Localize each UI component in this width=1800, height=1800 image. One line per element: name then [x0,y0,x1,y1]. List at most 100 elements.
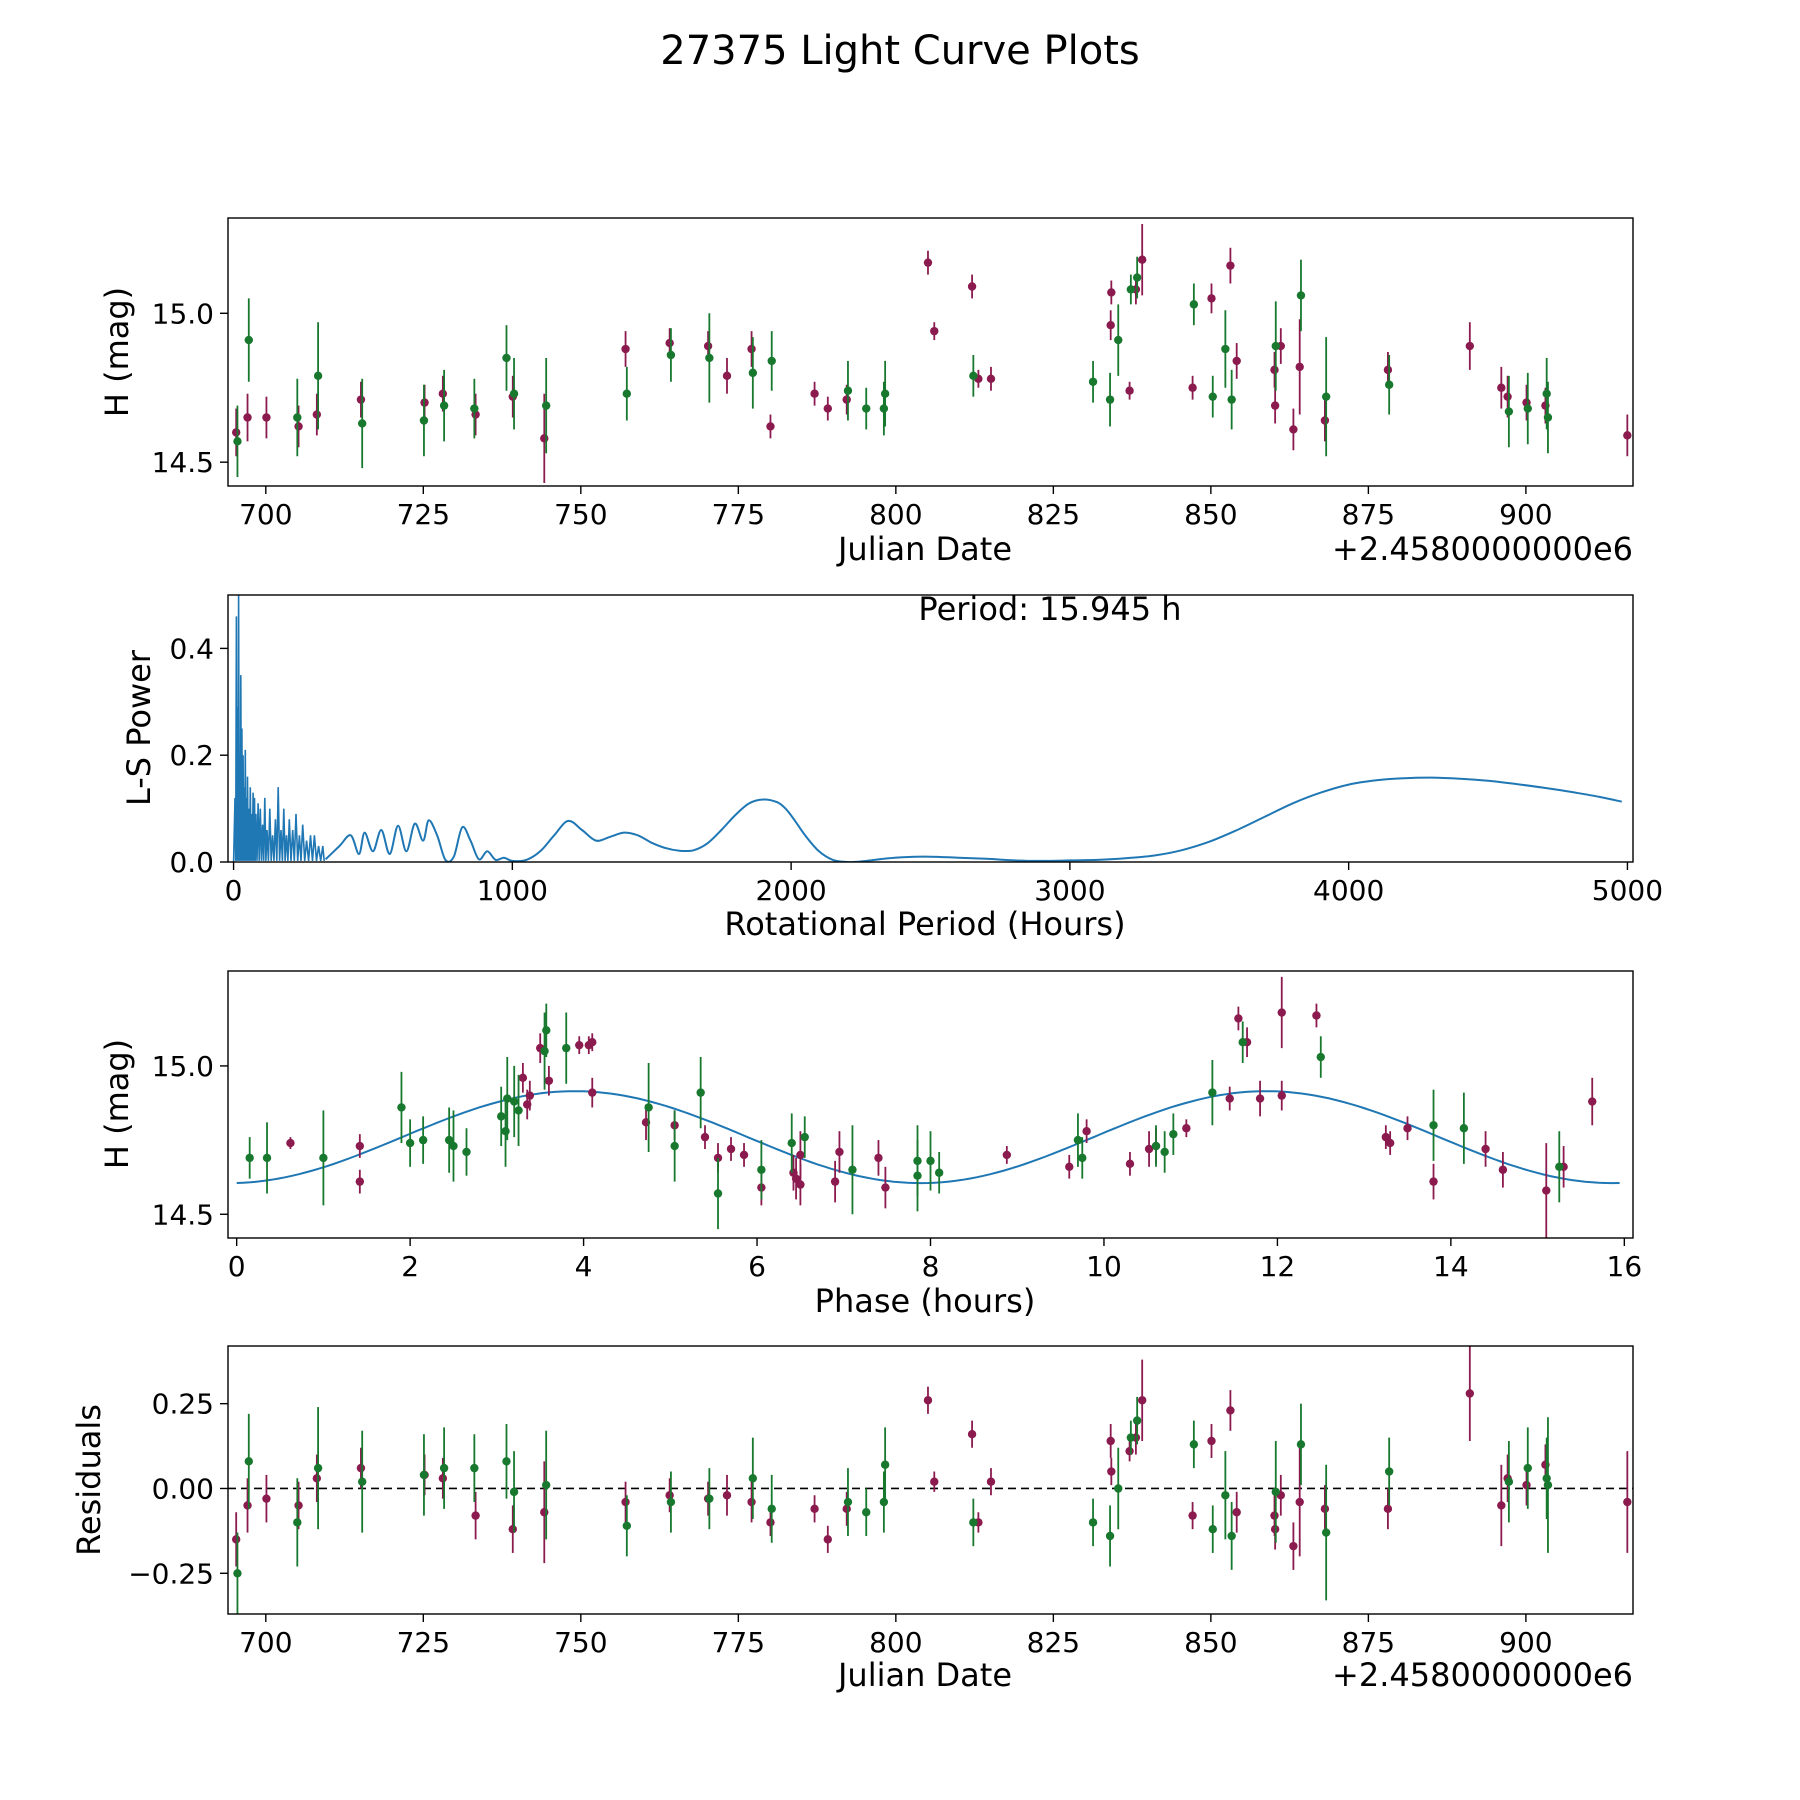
phase-point-green [696,1088,705,1097]
lightcurve-point-green [1384,380,1394,389]
periodogram-xtick-label: 2000 [755,874,826,907]
lightcurve-xlabel: Julian Date [836,530,1012,568]
residuals-xlabel: Julian Date [836,1656,1012,1694]
periodogram-noise-line [232,595,325,862]
residuals-point-green [1296,1440,1306,1449]
phase-ytick-label: 15.0 [152,1050,214,1083]
phase-point-magenta [726,1144,736,1154]
phase-point-magenta [1542,1186,1551,1195]
residuals-point-green [357,1477,367,1486]
residuals-point-green [622,1521,632,1530]
residuals-point-green [1271,1487,1280,1497]
lightcurve-panel: H (mag) Julian Date +2.4580000000e6 700 7… [98,217,1634,568]
lightcurve-point-green [1126,285,1136,294]
residuals-point-green [880,1460,890,1469]
lightcurve-point-magenta [243,413,252,422]
residuals-point-magenta [1188,1511,1197,1520]
phase-point-green [848,1165,857,1174]
phase-xtick-label: 10 [1086,1250,1122,1283]
residuals-point-magenta [1295,1497,1304,1507]
lightcurve-ylabel: H (mag) [98,287,136,417]
lightcurve-xtick-label: 775 [712,498,765,531]
phase-point-green [510,1097,519,1106]
phase-point-magenta [1481,1144,1490,1154]
periodogram-xtick-label: 5000 [1592,874,1663,907]
residuals-point-green [439,1463,449,1473]
lightcurve-point-magenta [930,326,939,336]
lightcurve-point-magenta [665,338,674,348]
lightcurve-point-green [879,404,889,413]
residuals-point-magenta [1289,1541,1298,1551]
phase-point-magenta [1125,1159,1135,1169]
residuals-point-magenta [621,1497,630,1507]
phase-point-green [562,1043,571,1053]
phase-point-magenta [1182,1124,1191,1133]
residuals-point-green [705,1494,714,1503]
lightcurve-xtick-label: 850 [1184,498,1237,531]
phase-point-magenta [881,1183,890,1192]
phase-point-green [1316,1052,1325,1062]
residuals-point-green [767,1504,776,1514]
residuals-point-green [1227,1531,1236,1541]
phase-xlabel: Phase (hours) [815,1282,1036,1320]
lightcurve-point-green [541,401,551,410]
periodogram-panel: L-S Power Rotational Period (Hours) Peri… [120,590,1663,943]
phase-ylabel: H (mag) [98,1039,136,1169]
lightcurve-point-green [880,389,890,398]
residuals-point-green [1114,1484,1123,1493]
phase-point-magenta [286,1138,295,1148]
residuals-point-green [666,1497,676,1507]
phase-point-green [514,1106,523,1115]
phase-xtick-label: 6 [748,1250,766,1283]
phase-point-magenta [1065,1162,1074,1172]
phase-point-green [926,1156,935,1166]
phase-point-magenta [1234,1014,1243,1023]
residuals-xtick-label: 750 [554,1626,607,1659]
phase-point-magenta [1255,1094,1265,1103]
residuals-point-green [1132,1416,1142,1425]
residuals-point-green [843,1497,853,1507]
lightcurve-point-magenta [1623,431,1632,440]
phase-ytick-label: 14.5 [152,1198,214,1231]
residuals-point-magenta [1125,1446,1134,1456]
lightcurve-point-magenta [1503,392,1512,401]
phase-point-magenta [355,1177,365,1186]
residuals-point-green [1523,1463,1532,1473]
lightcurve-point-magenta [1106,321,1115,330]
residuals-point-green [293,1518,302,1527]
phase-point-green [1459,1124,1469,1133]
lightcurve-xtick-label: 825 [1027,498,1080,531]
residuals-point-green [1321,1528,1331,1537]
residuals-point-green [502,1457,511,1466]
lightcurve-point-green [1523,404,1532,413]
lightcurve-point-magenta [722,371,732,381]
residuals-point-magenta [747,1497,756,1507]
residuals-frame [227,1345,1634,1615]
lightcurve-point-green [748,368,758,378]
lightcurve-point-magenta [1497,383,1506,392]
lightcurve-point-green [1208,392,1217,401]
phase-point-green [444,1135,454,1145]
lightcurve-point-magenta [823,404,833,413]
lightcurve-offset-text: +2.4580000000e6 [1332,530,1633,568]
phase-point-green [1078,1153,1087,1163]
residuals-xtick-label: 875 [1342,1626,1395,1659]
lightcurve-xtick-label: 800 [869,498,922,531]
lightcurve-point-magenta [986,374,996,383]
lightcurve-point-magenta [1137,255,1147,264]
residuals-point-magenta [1207,1436,1216,1446]
lightcurve-point-green [1088,377,1098,386]
lightcurve-point-magenta [1188,383,1197,392]
periodogram-line [324,776,1623,862]
residuals-point-magenta [1106,1436,1115,1446]
lightcurve-point-green [1504,407,1514,416]
phase-point-green [397,1103,406,1112]
residuals-point-magenta [923,1396,933,1405]
lightcurve-point-magenta [1207,294,1216,303]
lightcurve-point-green [843,386,853,395]
residuals-panel: Residuals Julian Date +2.4580000000e6 70… [70,1345,1634,1694]
lightcurve-point-green [1132,273,1142,282]
lightcurve-ytick-label: 14.5 [152,446,214,479]
lightcurve-point-green [1542,389,1551,398]
residuals-point-magenta [1320,1504,1330,1514]
